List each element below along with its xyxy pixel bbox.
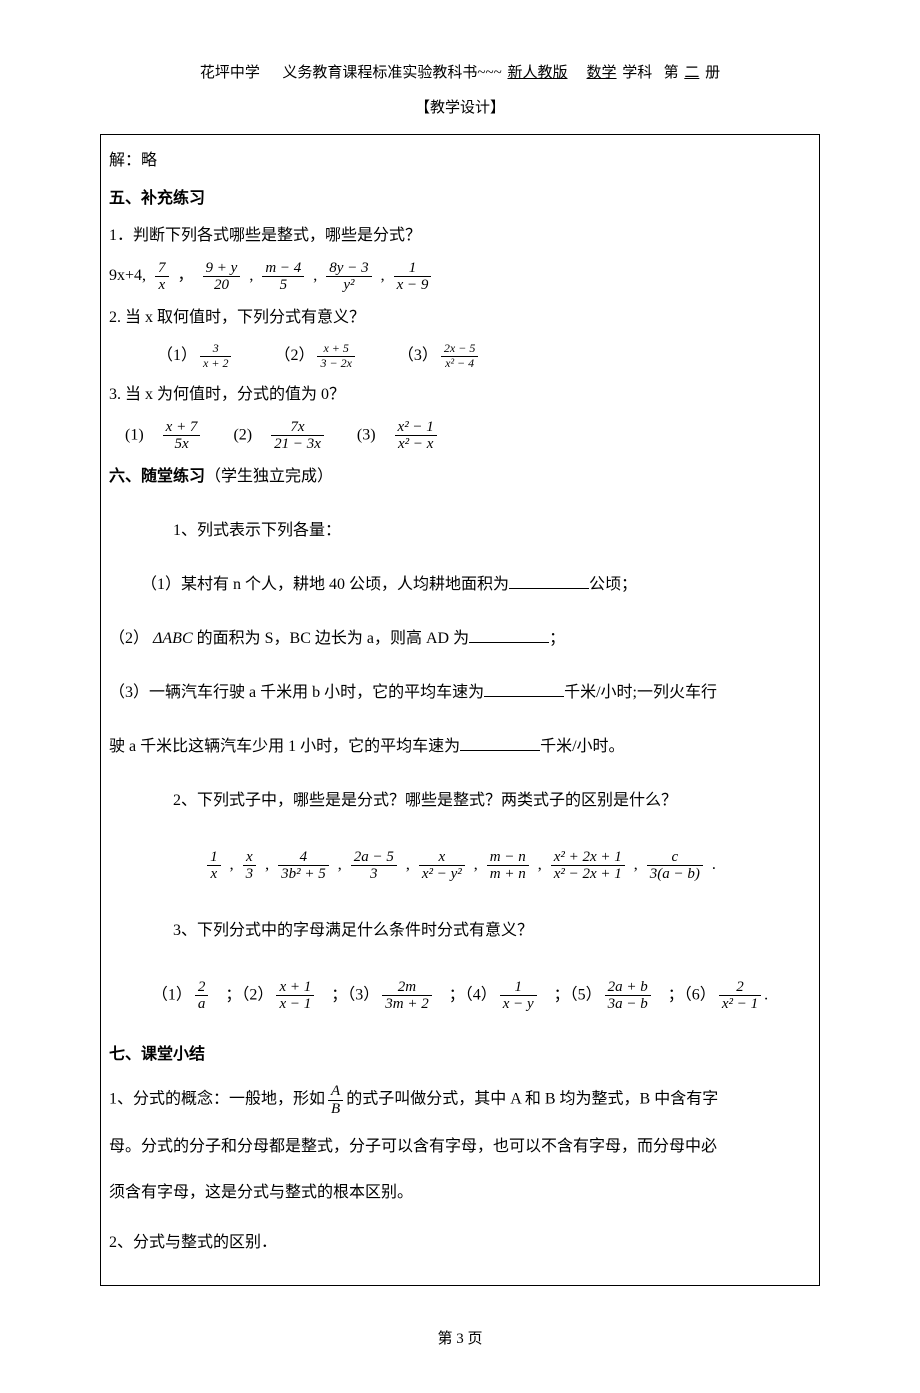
- frac-item: 9 + y20: [203, 260, 241, 294]
- q1-prefix: 9x+4,: [109, 262, 146, 291]
- frac-item: m − nm + n: [487, 849, 529, 883]
- frac-item: 1x: [207, 849, 221, 883]
- volume: 二: [682, 65, 701, 81]
- book-prefix: 义务教育课程标准实验教科书~~~: [282, 65, 501, 81]
- frac-item: 3x + 2: [200, 342, 231, 369]
- s5-q2: 2. 当 x 取何值时，下列分式有意义？: [109, 302, 811, 334]
- page-footer: 第 3 页: [100, 1326, 820, 1353]
- frac-item: 2a + b3a − b: [605, 979, 651, 1013]
- s5-q3: 3. 当 x 为何值时，分式的值为 0？: [109, 379, 811, 411]
- s7-p2: 2、分式与整式的区别．: [109, 1227, 811, 1259]
- frac-item: xx² − y²: [419, 849, 465, 883]
- section7-title: 七、课堂小结: [109, 1041, 811, 1070]
- section6-title: 六、随堂练习（学生独立完成）: [109, 461, 811, 493]
- section5-title: 五、补充练习: [109, 185, 811, 214]
- school-name: 花坪中学: [200, 65, 260, 81]
- frac-item: 7x21 − 3x: [271, 419, 324, 453]
- subject: 数学: [585, 65, 619, 81]
- s6-q1: 1、列式表示下列各量：: [109, 515, 811, 547]
- s6-q1-1: （1）某村有 n 个人，耕地 40 公顷，人均耕地面积为公顷；: [109, 569, 811, 601]
- edition: 新人教版: [506, 65, 570, 81]
- volume-suffix: 册: [705, 65, 720, 81]
- frac-item: x + 75x: [163, 419, 201, 453]
- frac-item: 1x − 9: [394, 260, 432, 294]
- s5-q1: 1．判断下列各式哪些是整式，哪些是分式？: [109, 220, 811, 252]
- triangle-abc: ΔABC: [153, 630, 193, 647]
- frac-item: m − 45: [262, 260, 304, 294]
- s6-q3: 3、下列分式中的字母满足什么条件时分式有意义？: [109, 915, 811, 947]
- blank-input: [509, 573, 589, 589]
- frac-item: 7x: [155, 260, 169, 294]
- blank-input: [484, 681, 564, 697]
- intro-line: 解：略: [109, 145, 811, 177]
- page-header: 花坪中学 义务教育课程标准实验教科书~~~ 新人教版 数学 学科 第 二 册: [100, 60, 820, 87]
- frac-item: 2x − 5x² − 4: [441, 342, 478, 369]
- s5-q1-expr: 9x+4, 7x， 9 + y20, m − 45, 8y − 3y², 1x …: [109, 260, 811, 294]
- frac-item: x3: [243, 849, 257, 883]
- frac-item: x² + 2x + 1x² − 2x + 1: [551, 849, 625, 883]
- frac-item: 2m3m + 2: [382, 979, 431, 1013]
- sub-header: 【教学设计】: [100, 95, 820, 122]
- frac-item: 2a: [195, 979, 209, 1013]
- frac-item: x + 53 − 2x: [317, 342, 354, 369]
- blank-input: [460, 735, 540, 751]
- frac-item: 8y − 3y²: [326, 260, 371, 294]
- frac-item: 43b² + 5: [278, 849, 329, 883]
- s6-q1-3b: 驶 a 千米比这辆汽车少用 1 小时，它的平均车速为千米/小时。: [109, 731, 811, 763]
- frac-ab: AB: [328, 1083, 343, 1117]
- content-box: 解：略 五、补充练习 1．判断下列各式哪些是整式，哪些是分式？ 9x+4, 7x…: [100, 134, 820, 1286]
- s5-q3-expr: (1) x + 75x (2) 7x21 − 3x (3) x² − 1x² −…: [109, 419, 811, 453]
- s7-p1d: 须含有字母，这是分式与整式的根本区别。: [109, 1177, 811, 1209]
- s6-q3-expr: （1）2a ；（2）x + 1x − 1 ；（3）2m3m + 2 ；（4）1x…: [109, 969, 811, 1023]
- volume-prefix: 第: [664, 65, 679, 81]
- subject-suffix: 学科: [622, 65, 652, 81]
- s6-q2-expr: 1x, x3, 43b² + 5, 2a − 53, xx² − y², m −…: [109, 839, 811, 893]
- s5-q2-expr: （1）3x + 2 （2）x + 53 − 2x （3）2x − 5x² − 4: [109, 342, 811, 371]
- frac-item: 2x² − 1: [719, 979, 761, 1013]
- s6-q1-3a: （3）一辆汽车行驶 a 千米用 b 小时，它的平均车速为千米/小时;一列火车行: [109, 677, 811, 709]
- frac-item: x² − 1x² − x: [395, 419, 437, 453]
- s6-q2: 2、下列式子中，哪些是是分式？哪些是整式？两类式子的区别是什么？: [109, 785, 811, 817]
- s6-q1-2: （2） ΔABC 的面积为 S，BC 边长为 a，则高 AD 为；: [109, 623, 811, 655]
- frac-item: c3(a − b): [647, 849, 703, 883]
- frac-item: 2a − 53: [351, 849, 397, 883]
- s7-p1a: 1、分式的概念：一般地，形如AB的式子叫做分式，其中 A 和 B 均为整式，B …: [109, 1083, 811, 1117]
- blank-input: [469, 627, 549, 643]
- frac-item: 1x − y: [500, 979, 537, 1013]
- frac-item: x + 1x − 1: [276, 979, 314, 1013]
- s7-p1c: 母。分式的分子和分母都是整式，分子可以含有字母，也可以不含有字母，而分母中必: [109, 1131, 811, 1163]
